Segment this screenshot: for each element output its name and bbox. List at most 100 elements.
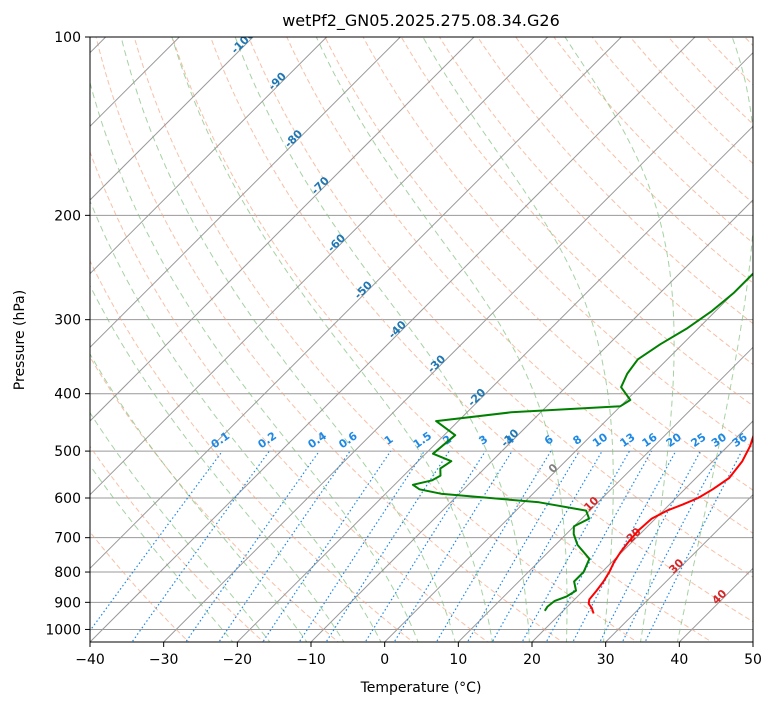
dry-adiabat (705, 37, 753, 86)
mixing-ratio-label: 36 (730, 430, 750, 450)
isotherm-label: -60 (325, 231, 348, 254)
dry-adiabat (324, 37, 753, 491)
y-axis: 100 200 300 400 500 600 700 800 900 1000 (45, 30, 90, 638)
y-tick-label: 900 (54, 595, 81, 611)
dry-adiabat (362, 37, 753, 449)
x-axis-title: Temperature (°C) (360, 680, 482, 696)
moist-adiabat (90, 411, 271, 642)
mixing-ratio-line (599, 450, 702, 642)
x-tick-label: 30 (597, 652, 615, 668)
y-tick-label: 500 (54, 444, 81, 460)
profile-lines (411, 272, 753, 614)
mixing-ratio-label: 1 (382, 433, 396, 448)
moist-adiabat (90, 353, 308, 642)
dry-adiabat (133, 37, 638, 642)
mixing-ratio-label: 6 (542, 433, 556, 448)
y-tick-label: 700 (54, 531, 81, 547)
moist-adiabat (120, 37, 456, 642)
dry-adiabat (90, 150, 489, 642)
isotherm-label: -50 (352, 278, 375, 301)
y-tick-label: 400 (54, 387, 81, 403)
isotherm-line (236, 125, 753, 642)
mixing-ratio-line (621, 450, 722, 642)
moist-adiabat (564, 37, 675, 642)
x-tick-label: −30 (149, 652, 179, 668)
dry-adiabat (248, 37, 753, 578)
dry-adiabat (95, 37, 564, 642)
isotherm-label: -10 (498, 426, 521, 449)
x-tick-label: −20 (223, 652, 253, 668)
y-tick-label: 100 (54, 30, 81, 46)
mixing-ratio-label: 16 (640, 430, 660, 450)
dry-adiabat (553, 37, 753, 244)
y-tick-label: 600 (54, 491, 81, 507)
y-axis-title: Pressure (hPa) (12, 290, 28, 390)
dry-adiabat (171, 37, 713, 642)
isotherm-line (90, 37, 254, 201)
moist-adiabat (90, 199, 382, 642)
mixing-ratio-line (262, 450, 392, 642)
dry-adiabat (90, 259, 414, 642)
isotherm-line (752, 641, 753, 642)
isotherm-line (384, 272, 753, 642)
isotherm-label: -100 (229, 28, 258, 57)
moist-adiabat (90, 284, 345, 642)
x-tick-label: 0 (380, 652, 389, 668)
moist-adiabat (676, 37, 753, 642)
mixing-ratio-label: 1.5 (411, 429, 434, 451)
y-tick-label: 1000 (45, 622, 81, 638)
x-tick-label: 40 (670, 652, 688, 668)
dry-adiabat (515, 37, 753, 284)
y-tick-label: 800 (54, 565, 81, 581)
moist-adiabat (171, 37, 493, 642)
isotherm-line (90, 37, 696, 642)
dry-adiabat (400, 37, 753, 407)
mixing-ratio-line (90, 450, 223, 632)
mixing-ratio-label: 0.2 (256, 429, 279, 451)
isotherm-line (90, 37, 549, 496)
mixing-ratio-line (185, 450, 320, 642)
isotherm-line (310, 199, 753, 642)
dry-adiabat (438, 37, 753, 366)
chart-title: wetPf2_GN05.2025.275.08.34.G26 (282, 11, 560, 31)
isotherm-line (90, 37, 622, 570)
isoline-labels: 0.1 0.2 0.4 0.6 1 1.5 2 3 4 6 8 10 13 16 20 25 30 36-100-… (209, 28, 750, 607)
temperature-line (587, 434, 753, 614)
mixing-ratio-line (364, 450, 486, 642)
isotherm-line (678, 567, 753, 642)
isotherm-line (163, 51, 753, 642)
isotherm-label: -40 (386, 318, 409, 341)
x-tick-label: 50 (744, 652, 762, 668)
mixing-ratio-line (131, 450, 270, 642)
dry-adiabat (770, 24, 775, 645)
y-tick-label: 300 (54, 313, 81, 329)
isotherm-line (90, 37, 475, 422)
isotherm-line (90, 37, 401, 349)
moist-adiabat (90, 80, 419, 642)
mixing-ratio-label: 13 (617, 431, 637, 450)
isotherm-label: -30 (425, 352, 448, 375)
plot-frame (89, 36, 754, 643)
dry-adiabat (667, 37, 753, 125)
x-tick-label: 10 (449, 652, 467, 668)
x-tick-label: −40 (75, 652, 105, 668)
dry-adiabat (90, 356, 340, 642)
moist-adiabat (90, 464, 234, 642)
isotherm-label: -20 (465, 386, 488, 409)
dry-adiabat (90, 531, 190, 642)
x-axis: −40 −30 −20 −10 0 10 20 30 40 50 (75, 642, 762, 668)
dry-adiabat (209, 37, 753, 623)
isotherm-label: -90 (266, 70, 289, 93)
warm-isotherm-label: 30 (666, 556, 686, 576)
mixing-ratio-label: 8 (571, 433, 585, 448)
moist-adiabat (315, 37, 568, 642)
dry-adiabat (90, 445, 265, 642)
y-tick-label: 200 (54, 208, 81, 224)
mixing-ratio-line (393, 450, 513, 642)
mixing-ratio-line (466, 450, 580, 642)
mixing-ratio-label: 3 (477, 433, 491, 448)
isotherm-line (90, 37, 328, 275)
dewpoint-line (411, 272, 753, 612)
isotherm-line (605, 493, 753, 642)
